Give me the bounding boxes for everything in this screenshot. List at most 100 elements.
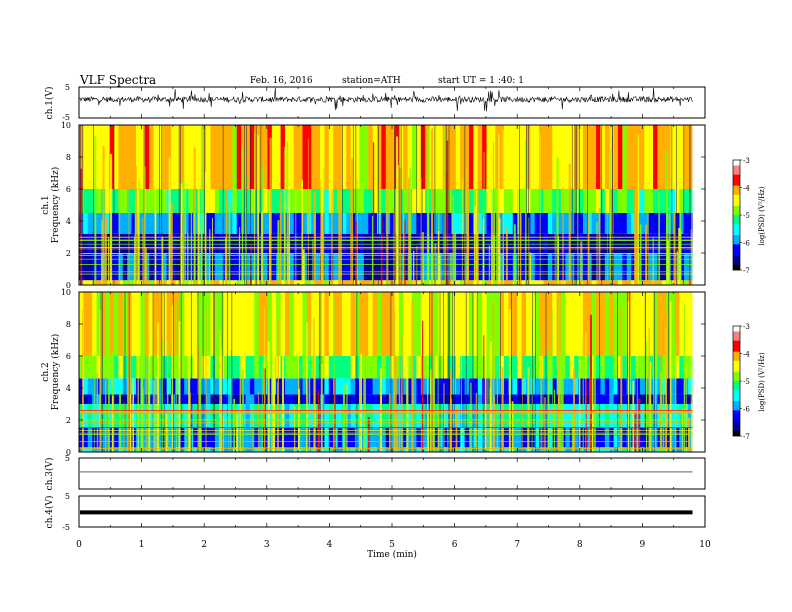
spectrogram-stripe xyxy=(434,243,437,285)
x-tick-label: 6 xyxy=(452,540,458,550)
spectrogram-stripe xyxy=(636,129,638,285)
spectrogram-stripe xyxy=(298,388,300,452)
spectrogram-cell xyxy=(188,428,194,448)
spectrogram-cell xyxy=(482,253,487,281)
spectrogram-cell xyxy=(679,280,685,285)
colorbar-segment xyxy=(733,346,740,349)
spectrogram-cell xyxy=(179,356,185,379)
spectrogram-cell xyxy=(188,404,194,428)
spectrogram-cell xyxy=(552,292,558,356)
spectrogram-stripe xyxy=(161,339,163,452)
spectrogram-cell xyxy=(258,378,264,395)
spectrogram-cell xyxy=(521,394,527,404)
colorbar-segment xyxy=(733,428,740,431)
spectrogram-cell xyxy=(469,189,474,213)
spectrogram-cell xyxy=(578,428,584,448)
spectrogram-cell xyxy=(293,125,299,189)
spectrogram-cell xyxy=(674,356,680,379)
spectrogram-cell xyxy=(245,189,251,213)
spectrogram-cell xyxy=(171,233,176,253)
spectrogram-cell xyxy=(613,213,619,234)
spectrogram-cell xyxy=(473,394,479,404)
spectrogram-cell xyxy=(381,292,387,356)
spectrogram-stripe xyxy=(142,217,144,285)
spectrogram-cell xyxy=(455,447,461,452)
spectrogram-cell xyxy=(236,213,242,234)
spectrogram-cell xyxy=(311,253,317,281)
spectrogram-cell xyxy=(683,233,689,253)
spectrogram-cell xyxy=(455,394,461,404)
spectrogram-cell xyxy=(376,125,382,189)
spectrogram-cell xyxy=(179,428,185,448)
spectrogram-cell xyxy=(512,447,518,452)
spectrogram-stripe xyxy=(492,299,495,452)
spectrogram-cell xyxy=(188,378,194,395)
spectrogram-cell xyxy=(679,356,685,379)
spectrogram-stripe xyxy=(340,200,342,285)
spectrogram-cell xyxy=(179,378,185,395)
spectrogram-cell xyxy=(631,233,636,253)
spectrogram-cell xyxy=(385,356,391,379)
spectrogram-cell xyxy=(333,253,338,281)
spectrogram-cell xyxy=(131,292,137,356)
spectrogram-cell xyxy=(653,280,658,285)
spectrogram-cell xyxy=(648,125,654,189)
spectrogram-cell xyxy=(499,189,505,213)
spectrogram-cell xyxy=(175,394,181,404)
colorbar-segment xyxy=(733,266,740,269)
spectrogram-cell xyxy=(407,356,413,379)
spectrogram-cell xyxy=(245,213,251,234)
spectrogram-cell xyxy=(604,356,610,379)
spectrogram-cell xyxy=(561,292,566,356)
spectrogram-cell xyxy=(293,378,299,395)
spectrogram-cell xyxy=(565,404,571,428)
spectrogram-stripe xyxy=(228,201,231,285)
spectrogram-cell xyxy=(166,404,172,428)
spectrogram-stripe xyxy=(363,362,365,452)
spectrogram-cell xyxy=(670,447,676,452)
y-tick-label: 0 xyxy=(66,448,71,457)
spectrogram-cell xyxy=(127,378,132,395)
spectrogram-cell xyxy=(96,280,102,285)
spectrogram-cell xyxy=(582,280,588,285)
spectrogram-cell xyxy=(433,213,439,234)
colorbar-segment xyxy=(733,337,740,340)
spectrogram-cell xyxy=(254,189,260,213)
spectrogram-cell xyxy=(144,428,150,448)
spectrogram-cell xyxy=(521,404,527,428)
spectrogram-cell xyxy=(372,125,378,189)
spectrogram-cell xyxy=(293,447,299,452)
spectrogram-cell xyxy=(613,378,619,395)
spectrogram-stripe xyxy=(647,205,649,285)
spectrogram-stripe xyxy=(94,352,95,452)
spectrogram-stripe xyxy=(491,214,493,285)
spectrogram-cell xyxy=(346,292,352,356)
spectrogram-cell xyxy=(210,125,216,189)
spectrogram-cell xyxy=(552,125,558,189)
spectrogram-cell xyxy=(201,428,207,448)
spectrogram-cell xyxy=(600,292,606,356)
colorbar-segment xyxy=(733,165,740,168)
spectrogram-cell xyxy=(460,280,466,285)
spectrogram-cell xyxy=(596,233,601,253)
colorbar-segment xyxy=(733,262,740,265)
spectrogram-cell xyxy=(416,404,422,428)
spectrogram-cell xyxy=(403,292,409,356)
spectrogram-cell xyxy=(530,189,536,213)
spectrogram-cell xyxy=(521,356,527,379)
spectrogram-cell xyxy=(600,125,606,189)
spectrogram-cell xyxy=(206,428,211,448)
spectrogram-cell xyxy=(227,125,233,189)
spectrogram-cell xyxy=(565,253,571,281)
spectrogram-cell xyxy=(105,233,111,253)
spectrogram-cell xyxy=(407,447,413,452)
spectrogram-cell xyxy=(372,404,378,428)
spectrogram-cell xyxy=(473,292,479,356)
spectrogram-cell xyxy=(403,378,409,395)
spectrogram-cell xyxy=(626,253,632,281)
spectrogram-stripe xyxy=(230,350,232,452)
spectrogram-cell xyxy=(460,253,466,281)
spectrogram-cell xyxy=(96,233,102,253)
spectrogram-stripe xyxy=(431,239,434,285)
